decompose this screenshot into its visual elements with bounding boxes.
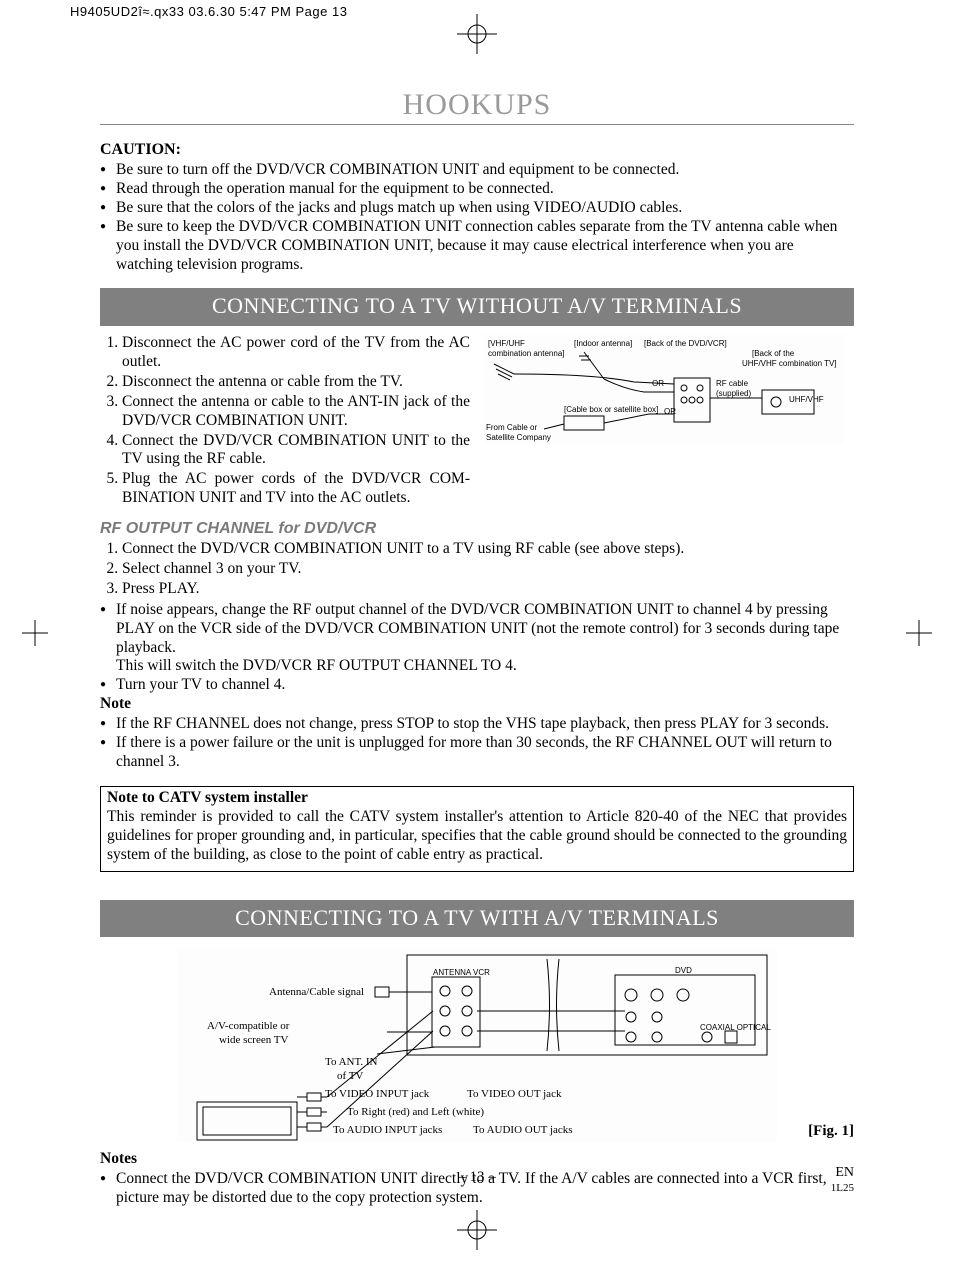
crop-mark-top	[0, 14, 954, 54]
note-item: If there is a power failure or the unit …	[100, 734, 854, 772]
note-item: If the RF CHANNEL does not change, press…	[100, 715, 854, 734]
page-number: – 13 –	[100, 1169, 854, 1186]
svg-text:[VHF/UHF: [VHF/UHF	[488, 339, 525, 348]
step: Select channel 3 on your TV.	[122, 560, 854, 579]
step: Connect the antenna or cable to the ANT-…	[122, 393, 470, 431]
svg-text:[Back of the DVD/VCR]: [Back of the DVD/VCR]	[644, 339, 727, 348]
svg-text:From Cable or: From Cable or	[486, 423, 537, 432]
svg-text:UHF/VHF combination TV]: UHF/VHF combination TV]	[742, 359, 837, 368]
rf-heading: RF OUTPUT CHANNEL for DVD/VCR	[100, 519, 854, 540]
section-bar-1: CONNECTING TO A TV WITHOUT A/V TERMINALS	[100, 288, 854, 326]
notes2-heading: Notes	[100, 1150, 854, 1168]
section-bar-2: CONNECTING TO A TV WITH A/V TERMINALS	[100, 900, 854, 938]
section1-steps-col: Disconnect the AC power cord of the TV f…	[100, 334, 470, 509]
rf-note-text: If noise appears, change the RF output c…	[116, 601, 839, 656]
page-footer: – 13 – EN 1L25	[100, 1169, 854, 1186]
rf-note-extra: This will switch the DVD/VCR RF OUTPUT C…	[116, 657, 517, 674]
diag2-label: DVD	[675, 966, 692, 975]
svg-text:UHF/VHF: UHF/VHF	[789, 395, 824, 404]
footer-doc-code: 1L25	[831, 1182, 854, 1194]
diag2-label: To Right (red) and Left (white)	[347, 1106, 484, 1118]
step: Connect the DVD/VCR COMBINATION UNIT to …	[122, 432, 470, 470]
step: Press PLAY.	[122, 580, 854, 599]
caution-item: Be sure that the colors of the jacks and…	[100, 199, 854, 218]
crop-mark-right	[906, 620, 932, 651]
rf-notes: If noise appears, change the RF output c…	[100, 601, 854, 696]
note-list: If the RF CHANNEL does not change, press…	[100, 715, 854, 772]
step: Disconnect the antenna or cable from the…	[122, 373, 470, 392]
step: Disconnect the AC power cord of the TV f…	[122, 334, 470, 372]
registration-mark-icon	[457, 1210, 497, 1250]
catv-body: This reminder is provided to call the CA…	[107, 808, 847, 865]
diag2-label: To AUDIO INPUT jacks	[333, 1124, 442, 1136]
caution-item: Be sure to turn off the DVD/VCR COMBINAT…	[100, 161, 854, 180]
diag2-label: of TV	[337, 1070, 363, 1082]
step: Connect the DVD/VCR COMBINATION UNIT to …	[122, 540, 854, 559]
rf-steps: Connect the DVD/VCR COMBINATION UNIT to …	[100, 540, 854, 599]
diag2-label: To VIDEO INPUT jack	[325, 1088, 430, 1100]
diag2-label: A/V-compatible or	[207, 1020, 290, 1032]
note-heading: Note	[100, 695, 854, 713]
svg-text:(supplied): (supplied)	[716, 389, 751, 398]
svg-text:[Indoor antenna]: [Indoor antenna]	[574, 339, 632, 348]
footer-lang: EN 1L25	[831, 1165, 854, 1196]
caution-list: Be sure to turn off the DVD/VCR COMBINAT…	[100, 161, 854, 274]
crop-mark-left	[22, 620, 48, 651]
svg-text:combination antenna]: combination antenna]	[488, 349, 565, 358]
footer-lang-code: EN	[835, 1165, 854, 1180]
crop-mark-bottom	[0, 1210, 954, 1250]
diag2-label: wide screen TV	[219, 1034, 288, 1046]
caution-item: Read through the operation manual for th…	[100, 180, 854, 199]
diag2-label: Antenna/Cable signal	[269, 986, 364, 998]
content-area: HOOKUPS CAUTION: Be sure to turn off the…	[100, 90, 854, 1208]
svg-text:RF cable: RF cable	[716, 379, 749, 388]
section1-diagram-col: [VHF/UHF combination antenna] [Indoor an…	[484, 334, 854, 509]
page-title: HOOKUPS	[100, 90, 854, 120]
caution-block: CAUTION: Be sure to turn off the DVD/VCR…	[100, 141, 854, 274]
hookup-diagram-1: [VHF/UHF combination antenna] [Indoor an…	[484, 334, 844, 444]
section1-steps: Disconnect the AC power cord of the TV f…	[100, 334, 470, 508]
rf-note: If noise appears, change the RF output c…	[100, 601, 854, 677]
rf-note: Turn your TV to channel 4.	[100, 676, 854, 695]
title-rule	[100, 124, 854, 125]
caution-item: Be sure to keep the DVD/VCR COMBINATION …	[100, 218, 854, 275]
svg-text:[Cable box or satellite box]: [Cable box or satellite box]	[564, 405, 658, 414]
caution-heading: CAUTION:	[100, 141, 181, 158]
section2-diagram-wrap: ANTENNA VCR DVD COAXIAL OPTICAL	[100, 947, 854, 1142]
svg-text:[Back of the: [Back of the	[752, 349, 795, 358]
svg-text:Satellite Company: Satellite Company	[486, 433, 551, 442]
catv-note-box: Note to CATV system installer This remin…	[100, 786, 854, 872]
catv-title: Note to CATV system installer	[107, 789, 847, 808]
diag2-label: To AUDIO OUT jacks	[473, 1124, 573, 1136]
diag2-label: ANTENNA VCR	[433, 968, 490, 977]
registration-mark-icon	[457, 14, 497, 54]
diag2-label: To VIDEO OUT jack	[467, 1088, 562, 1100]
step: Plug the AC power cords of the DVD/VCR C…	[122, 470, 470, 508]
hookup-diagram-2: ANTENNA VCR DVD COAXIAL OPTICAL	[177, 947, 777, 1142]
section1-body: Disconnect the AC power cord of the TV f…	[100, 334, 854, 509]
page: H9405UD2î≈.qx33 03.6.30 5:47 PM Page 13 …	[0, 0, 954, 1264]
figure-label: [Fig. 1]	[808, 1123, 854, 1140]
